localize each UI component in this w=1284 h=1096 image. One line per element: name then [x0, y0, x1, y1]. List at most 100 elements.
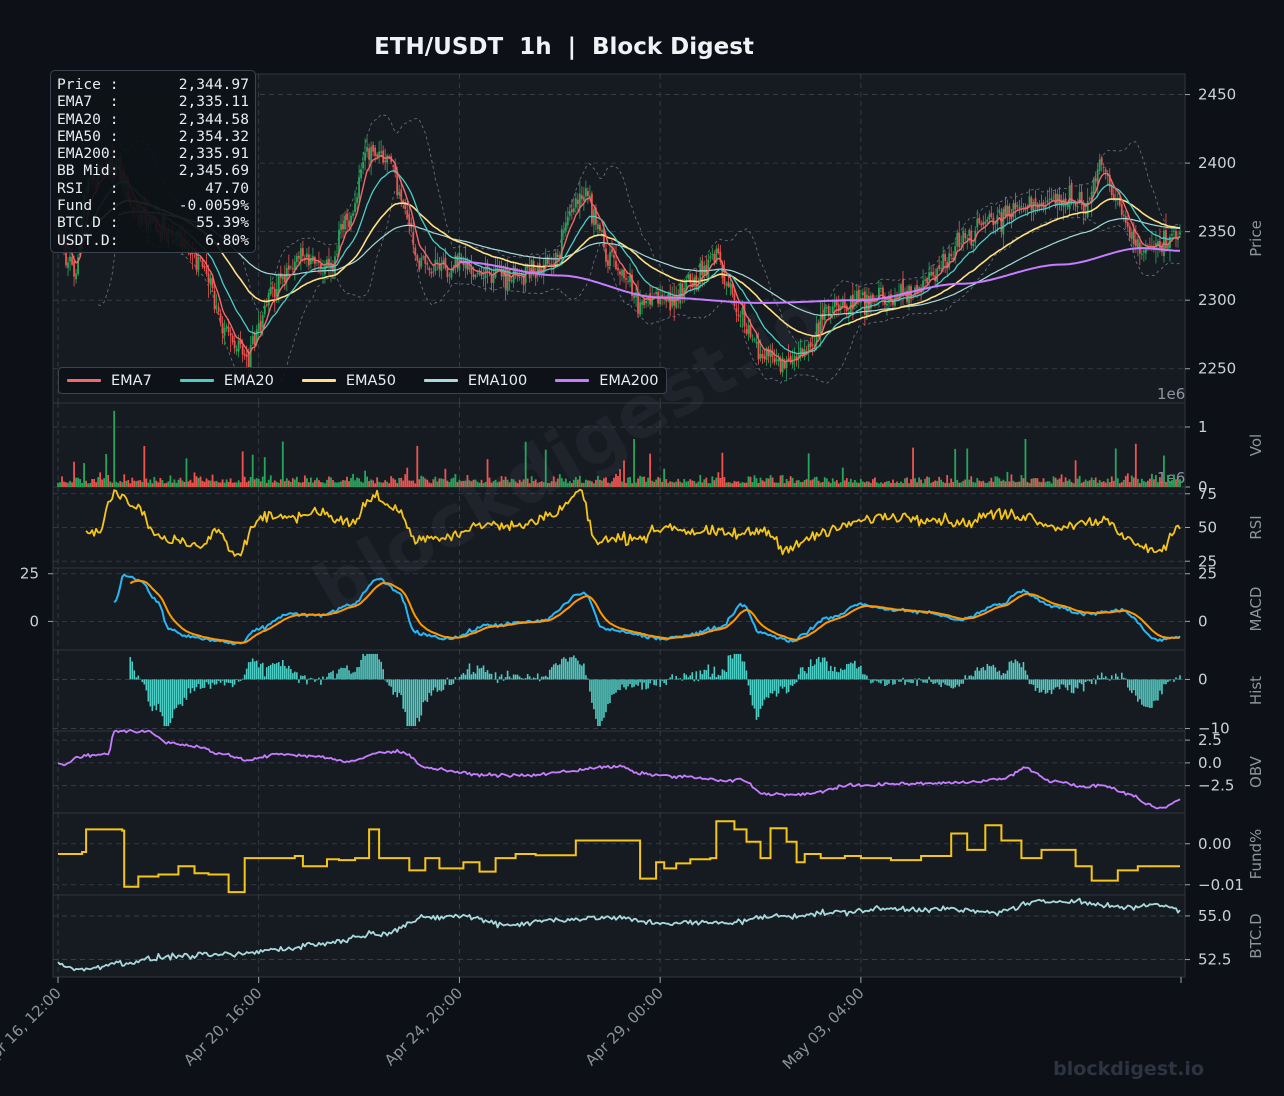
candle-body: [486, 263, 489, 271]
candle-body: [1002, 208, 1005, 235]
info-value: 2,335.11: [178, 93, 249, 111]
histogram-bar: [326, 676, 328, 680]
volume-bar: [103, 478, 106, 487]
volume-bar: [711, 476, 714, 487]
candle-body: [819, 315, 822, 334]
y-tick-label: 2300: [1198, 291, 1236, 309]
volume-bar: [1110, 476, 1113, 487]
histogram-bar: [310, 677, 312, 680]
volume-bar: [1056, 479, 1059, 487]
candle-body: [350, 215, 352, 226]
histogram-bar: [1131, 679, 1133, 694]
histogram-bar: [745, 670, 748, 680]
histogram-bar: [145, 679, 148, 691]
histogram-bar: [595, 679, 597, 719]
histogram-bar: [1004, 673, 1007, 680]
rsi-line: [85, 488, 1181, 557]
histogram-bar: [711, 673, 714, 680]
volume-bar: [739, 483, 742, 487]
histogram-bar: [709, 676, 712, 680]
volume-bar: [253, 479, 256, 487]
volume-bar: [1159, 477, 1161, 487]
candle-body: [221, 322, 224, 334]
candle-body: [1014, 202, 1017, 210]
histogram-bar: [900, 679, 902, 682]
volume-bar: [287, 480, 290, 487]
volume-bar: [896, 481, 898, 487]
histogram-bar: [679, 678, 682, 680]
volume-bar: [1122, 479, 1125, 487]
volume-bar: [872, 479, 874, 487]
candle-body: [293, 261, 296, 270]
volume-bar: [372, 480, 375, 487]
volume-bar: [231, 482, 234, 487]
volume-bar: [1173, 474, 1175, 487]
volume-bar: [476, 481, 479, 487]
histogram-bar: [528, 676, 531, 680]
volume-bar: [653, 481, 656, 487]
volume-bar: [420, 475, 423, 487]
histogram-bar: [1072, 679, 1075, 694]
volume-bar: [169, 475, 172, 487]
volume-bar: [147, 482, 150, 487]
candle-body: [263, 305, 266, 314]
histogram-bar: [1114, 673, 1117, 680]
histogram-bar: [183, 679, 186, 698]
candle-body: [259, 320, 262, 331]
histogram-bar: [980, 668, 983, 680]
candle-body: [880, 288, 882, 289]
volume-bar: [516, 483, 519, 487]
histogram-bar: [129, 657, 132, 680]
histogram-bar: [641, 679, 643, 690]
candle-body: [938, 265, 941, 269]
histogram-bar: [908, 679, 910, 683]
histogram-bar: [514, 674, 517, 680]
histogram-bar: [356, 667, 358, 680]
y-axis-label: Vol: [1247, 434, 1265, 456]
histogram-bar: [338, 669, 340, 680]
candle-body: [438, 264, 441, 270]
histogram-bar: [546, 677, 549, 680]
candle-body: [1004, 205, 1007, 216]
candle-body: [281, 276, 284, 280]
volume-bar: [974, 482, 977, 487]
volume-bar: [470, 481, 473, 487]
candle-body: [982, 221, 985, 225]
histogram-bar: [1074, 679, 1077, 688]
candle-body: [749, 325, 752, 338]
volume-bar: [667, 482, 670, 487]
candle-body: [896, 295, 898, 299]
volume-bar: [271, 482, 274, 487]
candle-body: [1088, 198, 1091, 200]
y-tick-label: 0.00: [1198, 835, 1231, 853]
volume-bar: [538, 482, 541, 487]
candle-body: [291, 268, 294, 270]
histogram-bar: [719, 675, 722, 680]
volume-bar: [717, 472, 720, 487]
volume-bar: [364, 470, 366, 487]
volume-bar: [550, 481, 553, 487]
histogram-bar: [1157, 679, 1159, 701]
candle-body: [817, 323, 820, 337]
panel-frame: [52, 567, 1186, 651]
histogram-bar: [221, 679, 224, 681]
histogram-bar: [496, 679, 499, 683]
candle-body: [611, 249, 613, 253]
volume-bar: [976, 478, 979, 487]
volume-bar: [123, 474, 126, 487]
histogram-bar: [1179, 675, 1181, 680]
volume-bar: [1040, 482, 1043, 487]
candle-body: [1052, 196, 1055, 198]
volume-bar: [506, 479, 509, 487]
volume-bar: [245, 482, 248, 487]
candle-body: [251, 336, 254, 345]
volume-bar: [681, 482, 684, 487]
watermark-corner: blockdigest.io: [1053, 1058, 1204, 1080]
candle-body: [1108, 174, 1111, 187]
histogram-bar: [358, 667, 360, 680]
volume-bar: [859, 479, 862, 487]
volume-bar: [235, 482, 238, 487]
candle-body: [984, 221, 987, 224]
candle-body: [241, 345, 244, 355]
